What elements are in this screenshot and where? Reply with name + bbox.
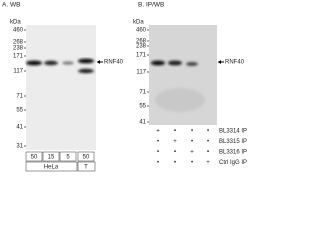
bands xyxy=(26,58,94,74)
group-box xyxy=(77,161,96,172)
band xyxy=(44,60,58,66)
row-mark: • xyxy=(207,139,209,145)
panel-label: A. WB xyxy=(2,2,20,9)
row-mark: • xyxy=(207,150,209,156)
band xyxy=(168,60,182,66)
band xyxy=(26,60,42,66)
unit-label: kDa xyxy=(10,20,21,26)
marker-label: 55 xyxy=(16,108,23,114)
marker-label: 117 xyxy=(13,69,23,75)
lane-box xyxy=(42,151,60,162)
row-mark: • xyxy=(207,129,209,135)
marker-label: 71 xyxy=(139,90,146,96)
row-label: Ctrl IgG IP xyxy=(219,160,247,166)
band xyxy=(78,58,94,64)
lane-label: 15 xyxy=(48,155,55,161)
group-label: T xyxy=(84,165,88,171)
marker-label: 268 xyxy=(13,40,24,46)
marker-label: 171 xyxy=(13,54,24,60)
row-label: BL3314 IP xyxy=(219,129,247,135)
target-label: RNF40 xyxy=(104,60,124,66)
marker-label: 31 xyxy=(16,144,23,150)
lane-label: 50 xyxy=(31,155,38,161)
lane-label: 50 xyxy=(83,155,90,161)
row-mark: • xyxy=(174,129,176,135)
row-mark: • xyxy=(191,129,193,135)
marker-label: 41 xyxy=(139,120,146,126)
band xyxy=(78,68,94,74)
marker-label: 41 xyxy=(16,125,23,131)
marker-label: 117 xyxy=(136,70,146,76)
target-label: RNF40 xyxy=(225,60,245,66)
group-label: HeLa xyxy=(44,165,59,171)
marker-label: 460 xyxy=(136,28,147,34)
marker-label: 238 xyxy=(13,46,24,52)
figure: A. WB kDa RNF40 B. IP/WB kDa RNF40 460 26… xyxy=(2,2,247,172)
marker-label: 171 xyxy=(136,53,147,59)
row-mark: • xyxy=(191,139,193,145)
lane-box xyxy=(59,151,77,162)
row-mark: + xyxy=(173,139,177,145)
row-label: BL3315 IP xyxy=(219,139,247,145)
marker-label: 55 xyxy=(139,104,146,110)
lane-label: 5 xyxy=(66,155,70,161)
marker-label: 71 xyxy=(16,94,23,100)
band xyxy=(186,62,198,66)
row-mark: • xyxy=(157,160,159,166)
panel-label: B. IP/WB xyxy=(138,2,164,9)
group-box xyxy=(25,161,78,172)
row-mark: + xyxy=(206,160,210,166)
lane-box xyxy=(25,151,43,162)
row-mark: + xyxy=(190,150,194,156)
row-mark: • xyxy=(174,160,176,166)
arrow-head xyxy=(218,60,221,64)
row-mark: • xyxy=(157,139,159,145)
band xyxy=(62,61,74,65)
row-mark: + xyxy=(156,129,160,135)
row-mark: • xyxy=(157,150,159,156)
row-mark: • xyxy=(174,150,176,156)
lane-box xyxy=(77,151,95,162)
arrow-head xyxy=(97,60,100,64)
blot xyxy=(26,25,96,150)
bands xyxy=(151,60,205,112)
background xyxy=(155,88,205,112)
row-mark: • xyxy=(191,160,193,166)
marker-label: 238 xyxy=(136,44,147,50)
band xyxy=(151,60,165,66)
marker-label: 268 xyxy=(136,39,147,45)
row-label: BL3316 IP xyxy=(219,150,247,156)
marker-label: 460 xyxy=(13,28,24,34)
unit-label: kDa xyxy=(133,20,144,26)
